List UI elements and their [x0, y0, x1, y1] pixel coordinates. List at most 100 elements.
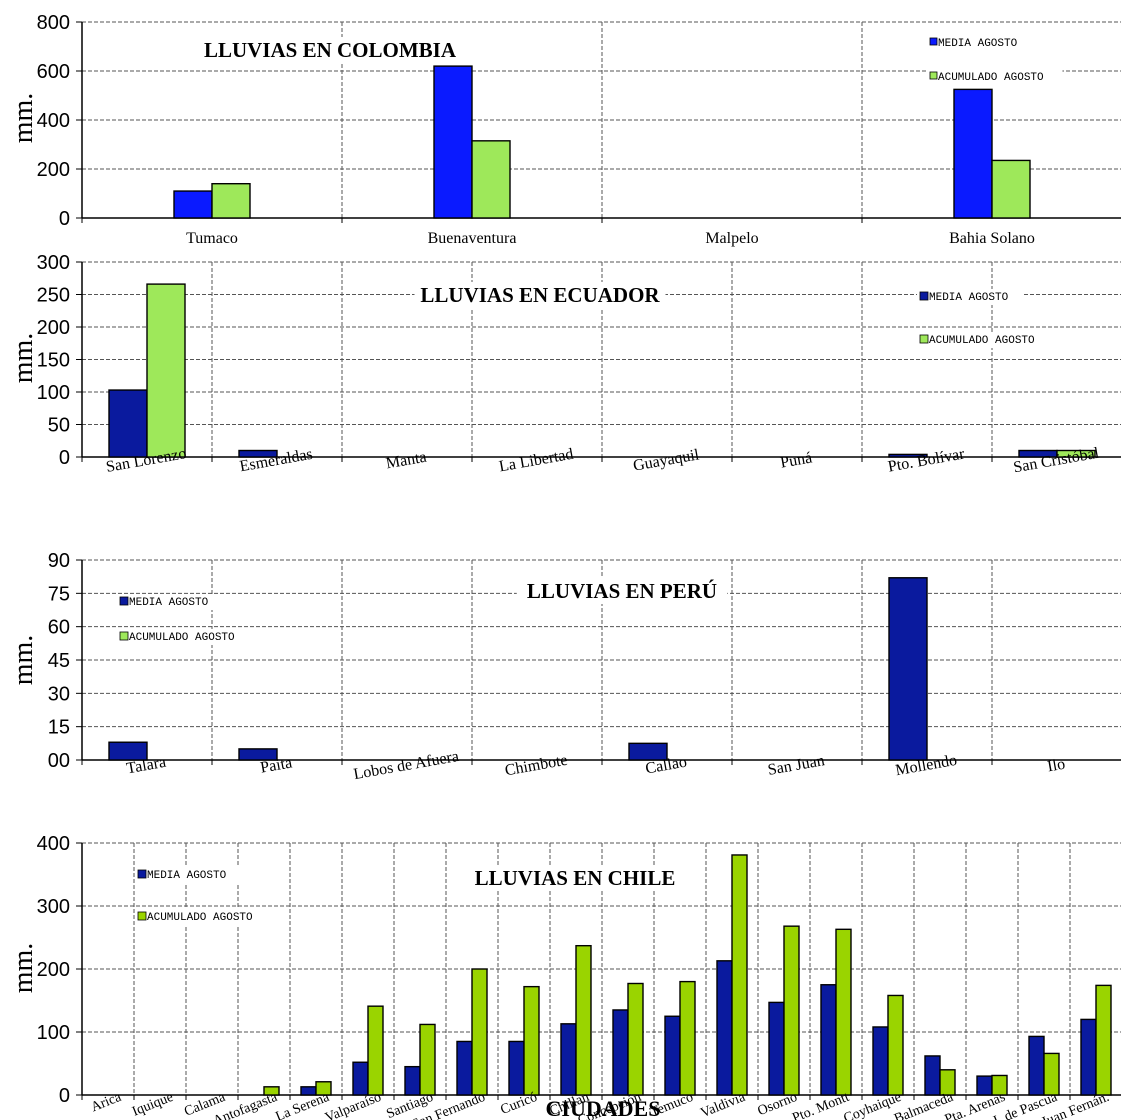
legend-bg — [927, 35, 1033, 51]
y-tick-label: 60 — [48, 617, 70, 639]
bar-media — [108, 741, 148, 761]
y-tick-label: 50 — [48, 415, 70, 437]
bar-media — [456, 1040, 473, 1096]
bar-media — [238, 449, 278, 458]
legend-label: ACUMULADO AGOSTO — [147, 912, 253, 924]
chart-title-bg — [414, 282, 666, 308]
y-tick-label: 600 — [37, 61, 70, 83]
bar-media — [433, 65, 473, 219]
x-tick-label: Callao — [644, 754, 688, 778]
x-tick-label: Guayaquil — [632, 446, 701, 474]
bar-media — [888, 577, 928, 761]
x-tick-label: Manta — [385, 449, 428, 473]
chart-title-bg — [197, 37, 463, 63]
x-tick-label: Tumaco — [186, 230, 238, 247]
x-tick-label: Ilo — [1046, 756, 1066, 776]
legend-swatch — [919, 334, 929, 344]
bar-acumulado — [419, 1023, 436, 1096]
bar-acumulado — [627, 982, 644, 1096]
bar-acumulado — [991, 1074, 1008, 1096]
y-axis-label: mm. — [8, 635, 39, 686]
x-tick-label: Pto. Bolívar — [887, 445, 967, 475]
bar-media — [612, 1009, 629, 1096]
y-tick-label: 400 — [37, 833, 70, 855]
y-tick-label: 200 — [37, 317, 70, 339]
legend-bg — [917, 332, 1054, 348]
y-tick-label: 30 — [48, 683, 70, 705]
legend-swatch — [929, 71, 938, 80]
bar-acumulado — [1095, 984, 1112, 1096]
bar-media — [508, 1040, 525, 1096]
y-tick-label: 0 — [59, 1085, 70, 1107]
bar-acumulado — [263, 1086, 280, 1096]
x-tick-label: San Cristóbal — [1012, 445, 1101, 477]
bar-media — [953, 88, 993, 219]
x-tick-label: Puná — [779, 449, 813, 471]
y-tick-label: 250 — [37, 285, 70, 307]
bar-acumulado — [939, 1069, 956, 1096]
y-tick-label: 45 — [48, 650, 70, 672]
x-axis-label: CIUDADES — [546, 1096, 661, 1120]
legend-bg — [927, 69, 1063, 85]
bar-acumulado — [679, 980, 696, 1096]
x-tick-label: La Libertad — [498, 446, 575, 476]
y-axis-label: mm. — [8, 93, 39, 144]
y-tick-label: 100 — [37, 382, 70, 404]
bar-media — [924, 1055, 941, 1096]
bar-acumulado — [991, 159, 1031, 219]
bar-media — [352, 1061, 369, 1096]
chart-title-bg — [516, 578, 728, 604]
bar-media — [768, 1001, 785, 1096]
x-tick-label: Talara — [125, 754, 167, 778]
x-tick-label: Buenaventura — [428, 230, 517, 247]
bar-acumulado — [211, 182, 251, 219]
y-tick-label: 150 — [37, 350, 70, 372]
bar-media — [628, 742, 668, 761]
bar-acumulado — [1043, 1052, 1060, 1096]
y-tick-label: 75 — [48, 583, 70, 605]
legend-swatch — [137, 869, 147, 879]
bar-media — [1080, 1018, 1097, 1096]
bar-media — [238, 748, 278, 761]
legend-label: ACUMULADO AGOSTO — [929, 335, 1035, 347]
chart-title: LLUVIAS EN PERÚ — [527, 579, 717, 603]
bar-media — [108, 389, 148, 458]
bar-acumulado — [1056, 449, 1096, 458]
y-tick-label: 90 — [48, 550, 70, 572]
bar-acumulado — [575, 944, 592, 1096]
bar-acumulado — [146, 283, 186, 458]
legend-swatch — [919, 291, 929, 301]
bar-media — [976, 1075, 993, 1096]
x-tick-label: Chimbote — [504, 752, 569, 780]
chart-panel-0: 0 200 400 600 800 Tumaco Buenaventura Malpelo Ba… — [8, 12, 1121, 247]
bar-media — [872, 1026, 889, 1096]
y-tick-label: 100 — [37, 1022, 70, 1044]
x-tick-label: San Juan — [767, 752, 826, 779]
y-tick-label: 200 — [37, 159, 70, 181]
legend-swatch — [137, 911, 147, 921]
y-axis-label: mm. — [8, 943, 39, 994]
bar-media — [1028, 1035, 1045, 1096]
bar-media — [664, 1015, 681, 1096]
chart-title: LLUVIAS EN CHILE — [475, 866, 676, 890]
legend-label: MEDIA AGOSTO — [147, 870, 227, 882]
y-tick-label: 0 — [59, 208, 70, 230]
legend-bg — [117, 594, 224, 610]
bar-acumulado — [471, 140, 511, 219]
x-tick-label: Bahia Solano — [949, 230, 1035, 247]
y-tick-label: 15 — [48, 717, 70, 739]
bar-media — [173, 190, 213, 219]
bar-acumulado — [315, 1081, 332, 1096]
chart-title-bg — [463, 865, 687, 891]
legend-swatch — [929, 37, 938, 46]
legend-label: MEDIA AGOSTO — [929, 292, 1009, 304]
y-tick-label: 400 — [37, 110, 70, 132]
y-tick-label: 00 — [48, 750, 70, 772]
bar-acumulado — [783, 925, 800, 1096]
x-tick-label: Malpelo — [705, 230, 758, 247]
chart-title: LLUVIAS EN COLOMBIA — [204, 38, 457, 62]
bar-acumulado — [523, 985, 540, 1096]
bar-media — [560, 1023, 577, 1096]
bar-acumulado — [731, 854, 748, 1096]
